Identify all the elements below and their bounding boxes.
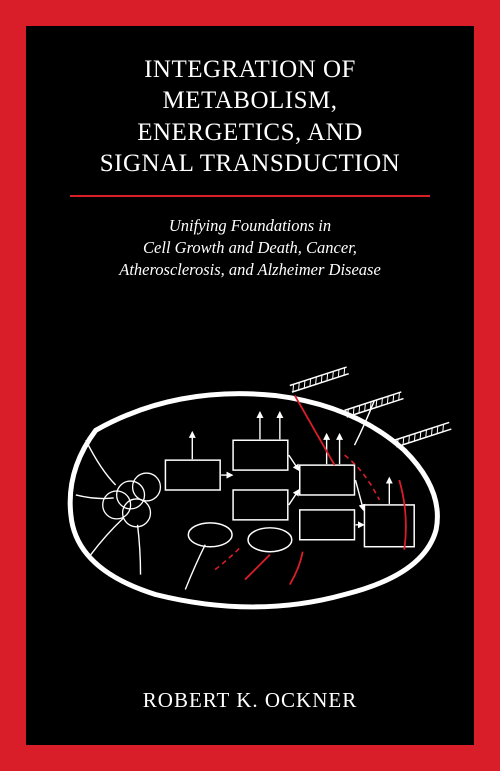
author-name: ROBERT K. OCKNER bbox=[143, 688, 357, 713]
divider-rule bbox=[70, 195, 429, 197]
subtitle-line: Unifying Foundations in bbox=[169, 216, 331, 235]
subtitle-line: Atherosclerosis, and Alzheimer Disease bbox=[119, 260, 381, 279]
cell-diagram bbox=[46, 291, 454, 688]
title-line: INTEGRATION OF bbox=[144, 56, 356, 83]
title-line: ENERGETICS, AND bbox=[137, 119, 363, 146]
book-subtitle: Unifying Foundations in Cell Growth and … bbox=[119, 215, 381, 282]
subtitle-line: Cell Growth and Death, Cancer, bbox=[143, 238, 357, 257]
diagram-svg bbox=[46, 340, 454, 640]
title-line: METABOLISM, bbox=[162, 87, 337, 114]
cover-inner: INTEGRATION OF METABOLISM, ENERGETICS, A… bbox=[26, 26, 474, 745]
book-title: INTEGRATION OF METABOLISM, ENERGETICS, A… bbox=[100, 54, 400, 179]
title-line: SIGNAL TRANSDUCTION bbox=[100, 150, 400, 177]
